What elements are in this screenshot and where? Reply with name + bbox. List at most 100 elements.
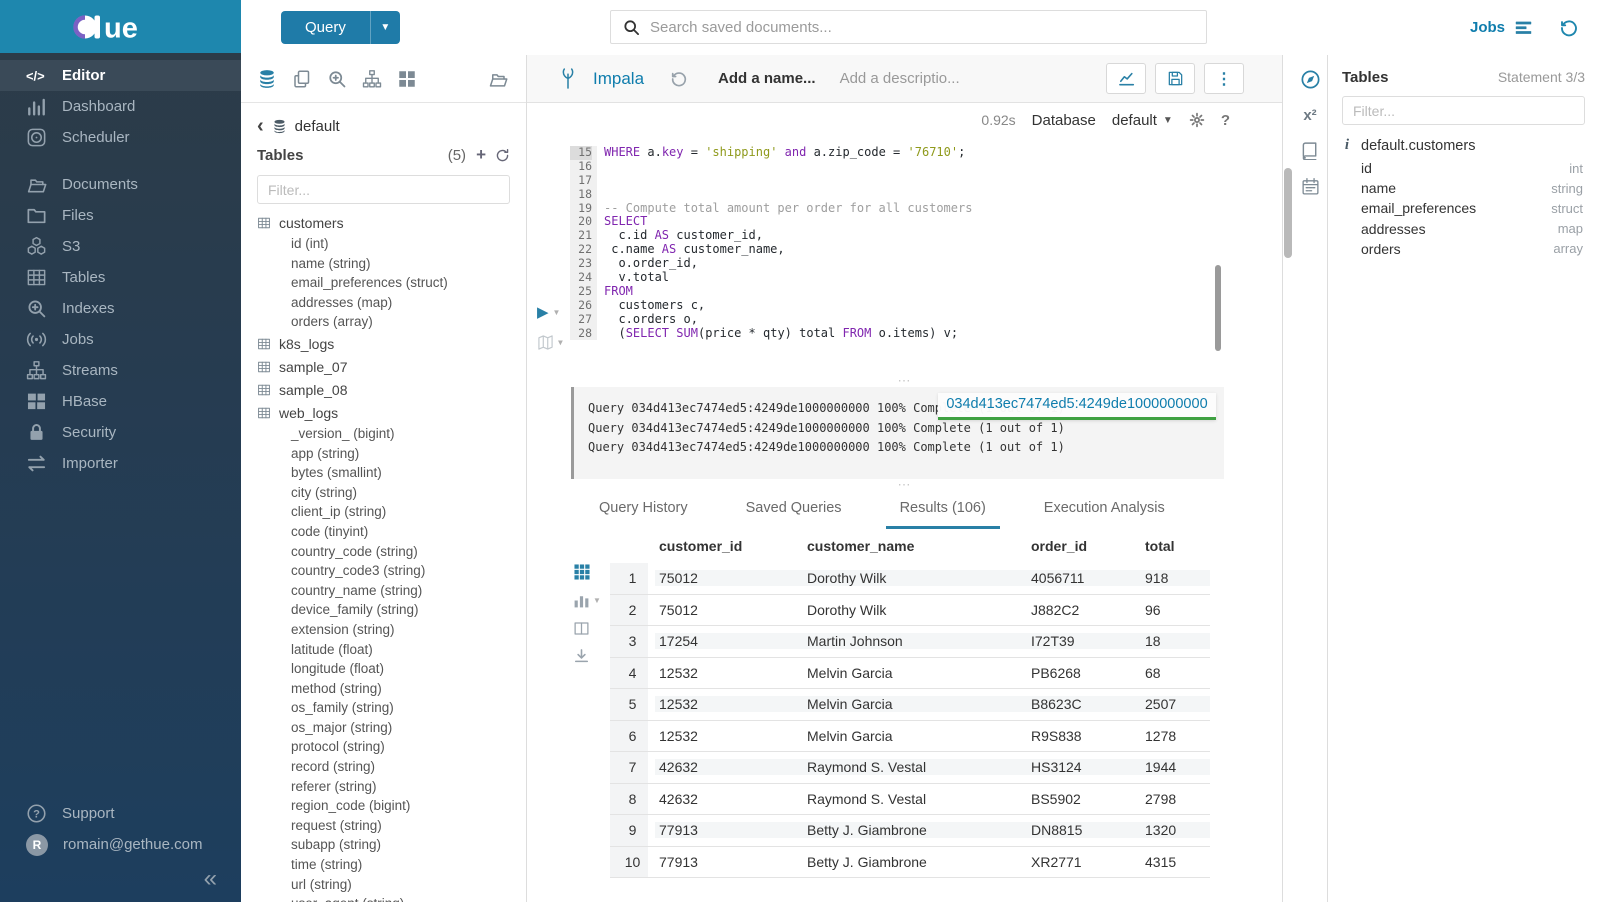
- assist-column[interactable]: longitude (float): [291, 661, 385, 677]
- assist-column[interactable]: latitude (float): [291, 641, 373, 657]
- chartbars-icon[interactable]: [573, 592, 590, 609]
- sidebar-item-importer[interactable]: Importer: [0, 448, 241, 479]
- result-row[interactable]: 3 17254 Martin Johnson I72T39 18: [610, 626, 1210, 658]
- result-row[interactable]: 4 12532 Melvin Garcia PB6268 68: [610, 657, 1210, 689]
- grid-icon[interactable]: [397, 69, 417, 89]
- download-icon[interactable]: [573, 648, 590, 665]
- query-description-field[interactable]: Add a descriptio...: [839, 70, 960, 87]
- col-header-order-id[interactable]: order_id: [1031, 538, 1088, 554]
- assist-column[interactable]: country_code3 (string): [291, 563, 426, 579]
- assist-column[interactable]: device_family (string): [291, 602, 419, 618]
- copy-icon[interactable]: [292, 69, 312, 89]
- panel-scrollbar-thumb[interactable]: [1284, 168, 1292, 258]
- compass-icon[interactable]: [1300, 69, 1321, 90]
- ra-column-addresses[interactable]: addresses map: [1361, 220, 1583, 237]
- sidebar-item-documents[interactable]: Documents: [0, 169, 241, 200]
- info-icon[interactable]: i: [1344, 137, 1350, 153]
- help-icon[interactable]: ?: [1220, 111, 1230, 129]
- sidebar-item-security[interactable]: Security: [0, 417, 241, 448]
- save-button[interactable]: [1155, 63, 1195, 94]
- tab-results-106[interactable]: Results (106): [885, 500, 1000, 529]
- sidebar-item-dashboard[interactable]: Dashboard: [0, 91, 241, 122]
- tab-query-history[interactable]: Query History: [599, 500, 688, 516]
- result-row[interactable]: 1 75012 Dorothy Wilk 4056711 918: [610, 563, 1210, 595]
- assist-column[interactable]: addresses (map): [291, 294, 393, 310]
- functions-icon[interactable]: x²: [1303, 107, 1317, 124]
- assist-column[interactable]: id (int): [291, 236, 329, 251]
- sidebar-item-indexes[interactable]: Indexes: [0, 293, 241, 324]
- table-filter-input[interactable]: [257, 175, 510, 204]
- query-history-icon[interactable]: [1559, 18, 1579, 38]
- search-input[interactable]: [650, 18, 1194, 36]
- database-icon[interactable]: [257, 69, 277, 89]
- chart-button[interactable]: [1106, 63, 1146, 94]
- assist-column[interactable]: city (string): [291, 484, 358, 500]
- ra-column-orders[interactable]: orders array: [1361, 240, 1583, 257]
- assist-table-sample-08[interactable]: sample_08: [257, 379, 510, 401]
- result-row[interactable]: 6 12532 Melvin Garcia R9S838 1278: [610, 720, 1210, 752]
- editor-history-icon[interactable]: [670, 70, 688, 88]
- sidebar-item-files[interactable]: Files: [0, 200, 241, 231]
- right-filter-input[interactable]: [1342, 96, 1585, 125]
- sidebar-item-scheduler[interactable]: Scheduler: [0, 122, 241, 153]
- sql-editor[interactable]: ▶ ▼ ▼ 15 16 17 18 19 20 21 22 23 24 25 26 27 28 WHERE …: [527, 137, 1282, 375]
- result-row[interactable]: 7 42632 Raymond S. Vestal HS3124 1944: [610, 752, 1210, 784]
- database-name[interactable]: default: [294, 117, 340, 135]
- assist-column[interactable]: name (string): [291, 255, 371, 271]
- assist-column[interactable]: code (tinyint): [291, 523, 369, 539]
- ra-column-name[interactable]: name string: [1361, 180, 1583, 197]
- sidebar-item-tables[interactable]: Tables: [0, 262, 241, 293]
- col-header-total[interactable]: total: [1145, 538, 1175, 554]
- assist-column[interactable]: bytes (smallint): [291, 465, 382, 481]
- assist-column[interactable]: email_preferences (struct): [291, 275, 448, 291]
- execute-button[interactable]: ▶ ▼: [537, 304, 561, 321]
- ra-column-email-preferences[interactable]: email_preferences struct: [1361, 200, 1583, 217]
- ra-column-id[interactable]: id int: [1361, 160, 1583, 177]
- assist-column[interactable]: extension (string): [291, 621, 395, 637]
- assist-column[interactable]: orders (array): [291, 314, 373, 330]
- engine-title[interactable]: Impala: [593, 68, 645, 88]
- result-row[interactable]: 9 77913 Betty J. Giambrone DN8815 1320: [610, 815, 1210, 847]
- sitemap-icon[interactable]: [362, 69, 382, 89]
- assist-column[interactable]: subapp (string): [291, 837, 382, 853]
- more-actions-button[interactable]: ⋮: [1204, 63, 1244, 94]
- back-chevron-icon[interactable]: ‹: [257, 115, 264, 137]
- result-row[interactable]: 2 75012 Dorothy Wilk J882C2 96: [610, 594, 1210, 626]
- assist-column[interactable]: request (string): [291, 817, 382, 833]
- language-reference-icon[interactable]: [1301, 141, 1320, 160]
- assist-table-web-logs[interactable]: web_logs: [257, 402, 510, 424]
- assist-column[interactable]: url (string): [291, 876, 352, 892]
- assist-column[interactable]: app (string): [291, 445, 360, 461]
- assist-table-k8s-logs[interactable]: k8s_logs: [257, 333, 510, 355]
- results-splitter-handle[interactable]: ⋯: [897, 477, 912, 492]
- assist-column[interactable]: _version_ (bigint): [291, 425, 395, 441]
- jobs-link[interactable]: Jobs: [1470, 18, 1533, 37]
- log-splitter-handle[interactable]: ⋯: [897, 373, 912, 388]
- query-name-field[interactable]: Add a name...: [718, 70, 816, 87]
- execute-caret-icon[interactable]: ▼: [552, 307, 561, 317]
- assist-column[interactable]: protocol (string): [291, 739, 385, 755]
- sidebar-item-editor[interactable]: </> Editor: [0, 60, 241, 91]
- assist-column[interactable]: country_code (string): [291, 543, 418, 559]
- sidebar-item-hbase[interactable]: HBase: [0, 386, 241, 417]
- sidebar-item-user[interactable]: R romain@gethue.com: [0, 829, 241, 860]
- sidebar-item-streams[interactable]: Streams: [0, 355, 241, 386]
- database-select[interactable]: default ▼: [1111, 111, 1173, 129]
- col-header-customer-name[interactable]: customer_name: [807, 538, 915, 554]
- sidebar-item-support[interactable]: ? Support: [0, 798, 241, 829]
- query-id-link[interactable]: 034d413ec7474ed5:4249de1000000000: [938, 393, 1216, 420]
- chart-type-caret-icon[interactable]: ▼: [593, 596, 601, 605]
- schedule-icon[interactable]: [1301, 177, 1320, 196]
- folder-open-icon[interactable]: [488, 69, 508, 89]
- new-query-button[interactable]: Query ▼: [281, 11, 400, 44]
- hue-logo[interactable]: ue: [71, 11, 171, 43]
- active-table[interactable]: i default.customers: [1342, 137, 1585, 154]
- sidebar-item-jobs[interactable]: Jobs: [0, 324, 241, 355]
- assist-column[interactable]: os_major (string): [291, 719, 393, 735]
- col-header-customer-id[interactable]: customer_id: [659, 538, 743, 554]
- result-row[interactable]: 10 77913 Betty J. Giambrone XR2771 4315: [610, 846, 1210, 878]
- minimap-toggle[interactable]: ▼: [537, 334, 563, 351]
- assist-column[interactable]: record (string): [291, 759, 376, 775]
- refresh-icon[interactable]: [495, 148, 510, 163]
- tab-saved-queries[interactable]: Saved Queries: [745, 500, 842, 516]
